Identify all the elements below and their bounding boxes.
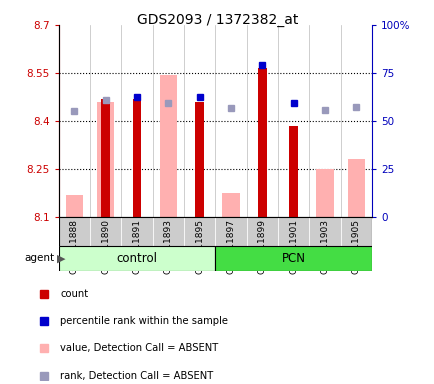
Bar	[152, 217, 184, 246]
Text: ▶: ▶	[56, 253, 65, 263]
Text: GSM111893: GSM111893	[164, 219, 172, 274]
Bar	[289, 126, 297, 217]
Text: GSM111905: GSM111905	[351, 219, 360, 274]
Bar	[59, 217, 90, 246]
Text: GSM111888: GSM111888	[70, 219, 79, 274]
Text: value, Detection Call = ABSENT: value, Detection Call = ABSENT	[60, 343, 218, 354]
Bar	[97, 102, 114, 217]
Bar	[347, 159, 364, 217]
Bar	[159, 74, 177, 217]
Text: GDS2093 / 1372382_at: GDS2093 / 1372382_at	[137, 13, 297, 27]
Text: GSM111897: GSM111897	[226, 219, 235, 274]
Text: agent: agent	[24, 253, 54, 263]
Bar	[66, 195, 83, 217]
Text: control: control	[116, 252, 157, 265]
Bar	[215, 217, 246, 246]
Text: GSM111891: GSM111891	[132, 219, 141, 274]
Text: PCN: PCN	[281, 252, 305, 265]
Bar	[121, 217, 152, 246]
Bar	[246, 217, 277, 246]
Text: GSM111899: GSM111899	[257, 219, 266, 274]
Text: GSM111890: GSM111890	[101, 219, 110, 274]
Bar	[59, 246, 215, 271]
Bar	[90, 217, 121, 246]
Bar	[101, 99, 110, 217]
Bar	[184, 217, 215, 246]
Bar	[195, 102, 204, 217]
Bar	[132, 99, 141, 217]
Text: GSM111903: GSM111903	[320, 219, 329, 274]
Bar	[316, 169, 333, 217]
Bar	[222, 193, 239, 217]
Text: GSM111901: GSM111901	[289, 219, 297, 274]
Text: count: count	[60, 288, 89, 299]
Bar	[215, 246, 371, 271]
Bar	[309, 217, 340, 246]
Bar	[257, 68, 266, 217]
Bar	[277, 217, 309, 246]
Text: GSM111895: GSM111895	[195, 219, 204, 274]
Text: percentile rank within the sample: percentile rank within the sample	[60, 316, 228, 326]
Bar	[340, 217, 371, 246]
Text: rank, Detection Call = ABSENT: rank, Detection Call = ABSENT	[60, 371, 213, 381]
